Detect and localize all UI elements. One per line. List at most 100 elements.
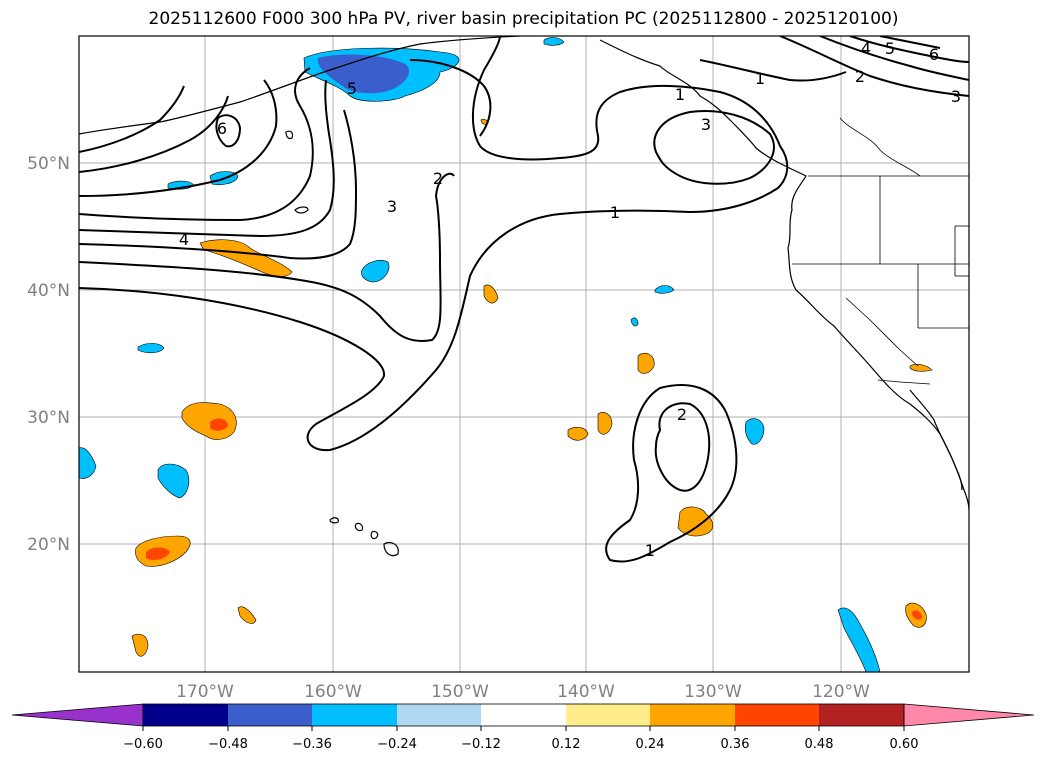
pv-contour-2 [79,172,455,342]
pv-contour-10 [653,110,775,185]
north-america-coast [599,39,969,511]
precip-patch-blue-6 [79,447,97,479]
longitude-labels: 170°W 160°W 150°W 140°W 130°W 120°W [176,682,870,702]
colorbar-segment [819,704,904,726]
alaska-coast [79,36,521,135]
precip-patch-orange-4 [131,633,149,657]
contour-label: 5 [885,39,895,58]
precip-patch-blue-10 [837,607,881,672]
political-borders [792,117,969,385]
precip-patch-orange-9 [597,412,613,435]
pv-contour-8 [79,85,185,153]
lon-label: 170°W [176,682,234,702]
colorbar-segment [650,704,735,726]
lat-label: 50°N [27,154,70,174]
colorbar-segment [566,704,650,726]
contour-label: 6 [217,119,227,138]
precip-patch-red-1 [210,418,228,431]
precip-patch-blue-4 [137,343,165,354]
pv-contour-17 [654,402,711,492]
colorbar-tick-label: 0.24 [636,737,665,752]
colorbar-tick-label: −0.60 [123,737,163,752]
precip-patch-blue-7 [744,418,765,445]
contour-label: 4 [861,39,871,58]
contour-label: 2 [433,169,443,188]
precip-patch-orange-10 [677,506,714,537]
colorbar-tick-label: −0.12 [461,737,501,752]
pv-contour-6 [79,79,278,197]
contour-label: 1 [755,69,765,88]
pv-contour-12 [779,36,969,97]
lat-label: 30°N [27,408,70,428]
colorbar-segment [397,704,481,726]
island-2 [285,130,294,140]
island-1 [294,206,309,214]
colorbar-extend-high [903,703,1035,727]
precip-patch-blue-8 [654,285,675,294]
contour-label: 2 [855,67,865,86]
map-title: 2025112600 F000 300 hPa PV, river basin … [148,9,899,29]
precip-patch-orange-12 [909,364,933,372]
colorbar-tick-label: 0.60 [890,737,919,752]
colorbar-tick-label: 0.12 [552,737,581,752]
colorbar-tick-label: −0.48 [208,737,248,752]
lon-label: 160°W [304,682,362,702]
contour-label: 3 [701,115,711,134]
hawaii-3 [370,530,379,540]
pv-contour-16 [605,384,738,563]
lon-label: 130°W [684,682,742,702]
pv-contour-18 [409,59,492,137]
colorbar-segment [312,704,397,726]
pv-contour-9 [215,114,242,148]
map-frame [78,35,970,673]
baja-coast [909,389,963,491]
hawaii-4 [383,541,399,557]
pv-contour-5 [79,67,314,222]
contour-label: 1 [645,541,655,560]
contour-label: 3 [951,87,961,106]
gridlines [79,36,969,672]
colorbar-tick-label: 0.48 [805,737,834,752]
lon-label: 150°W [431,682,489,702]
contour-label: 6 [929,45,939,64]
precip-patch-blue-3 [361,260,390,283]
precip-patch-orange-7 [637,353,655,374]
pv-contour-1-main [79,36,789,452]
precip-patch-blue-5 [157,463,190,499]
coastlines [79,36,969,557]
precip-patch-red-2 [146,547,170,560]
contour-labels: 1 1 1 2 2 3 3 4 4 5 5 6 6 1 2 3 [179,39,961,560]
lon-label: 140°W [557,682,615,702]
colorbar-tick-label: −0.36 [292,737,332,752]
map-area [79,36,969,672]
contour-label: 4 [179,230,189,249]
colorbar-tick-label: 0.36 [721,737,750,752]
precip-patch-orange-6 [483,284,499,304]
pv-contour-15 [879,36,941,49]
precip-patch-orange-5 [237,606,257,624]
precip-patch-orange-2 [181,402,237,440]
lat-label: 20°N [27,535,70,555]
precip-patch-blue-11 [543,37,565,46]
lat-label: 40°N [27,281,70,301]
precip-patch-orange-8 [567,427,589,441]
lon-label: 120°W [812,682,870,702]
colorbar-tick-label: −0.24 [377,737,417,752]
pv-contour-3 [79,109,358,260]
colorbar-segment [481,704,566,726]
pv-contour-13 [819,36,969,81]
hawaii-2 [354,522,364,532]
pv-contour-11 [699,59,847,82]
latitude-labels: 50°N 40°N 30°N 20°N [27,154,70,555]
precip-patch-alaska-core [318,54,410,94]
colorbar: −0.60 −0.48 −0.36 −0.24 −0.12 0.12 0.24 … [11,703,1035,752]
pv-contour-14 [849,36,969,63]
pv-contour-7 [79,95,229,173]
pv-contours [79,36,969,563]
contour-label: 1 [675,85,685,104]
contour-label: 1 [610,203,620,222]
precip-patch-red-3 [912,610,922,620]
precip-patch-blue-9 [630,317,639,327]
contour-label: 3 [387,197,397,216]
